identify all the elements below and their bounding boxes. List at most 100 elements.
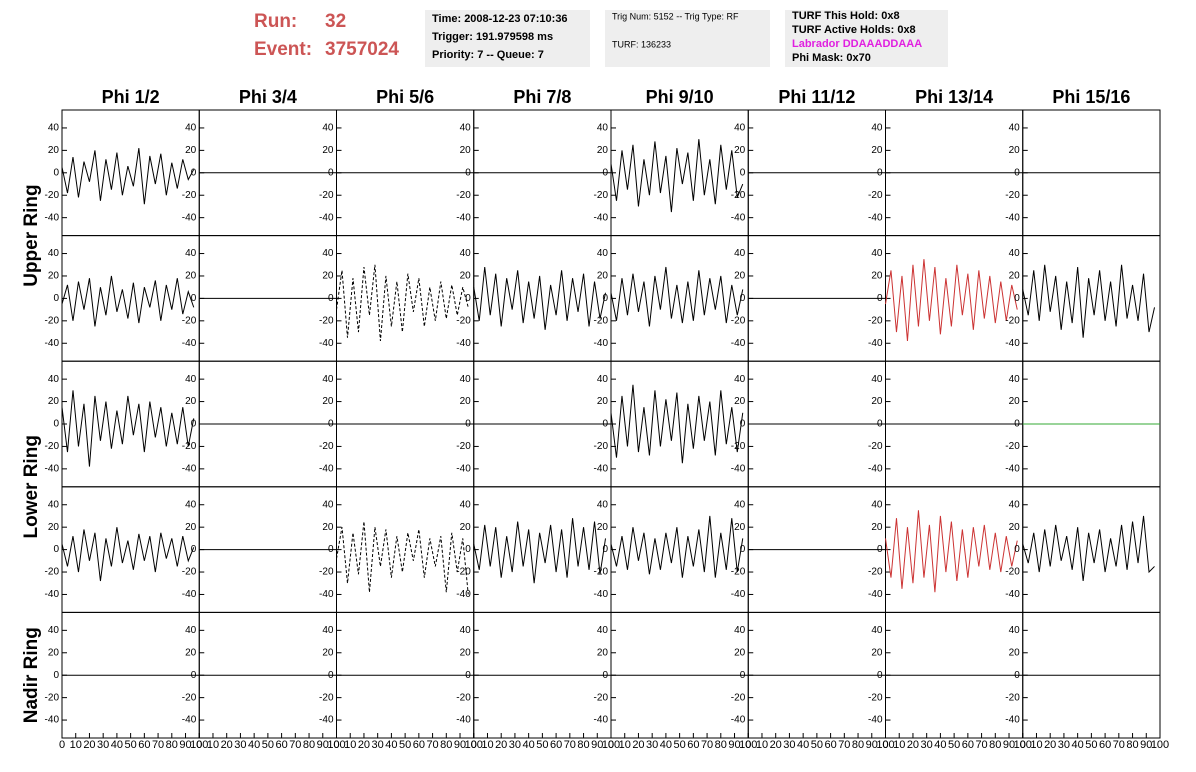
x-tick-label: 0 xyxy=(59,739,65,751)
y-tick-label: 20 xyxy=(48,396,60,407)
x-tick-label: 80 xyxy=(303,739,315,751)
y-tick-label: -20 xyxy=(868,567,883,578)
y-tick-label: 20 xyxy=(597,522,609,533)
ring-label: Nadir Ring xyxy=(21,627,42,723)
y-tick-label: 0 xyxy=(53,167,59,178)
y-tick-label: -40 xyxy=(45,589,60,600)
x-tick-label: 0 xyxy=(196,739,202,751)
y-tick-label: -20 xyxy=(456,315,471,326)
y-tick-label: -20 xyxy=(731,692,746,703)
y-tick-label: 20 xyxy=(1009,145,1021,156)
x-tick-label: 70 xyxy=(1113,739,1125,751)
y-tick-label: 40 xyxy=(734,499,746,510)
x-tick-label: 80 xyxy=(440,739,452,751)
x-tick-label: 50 xyxy=(125,739,137,751)
x-tick-label: 30 xyxy=(372,739,384,751)
x-tick-label: 30 xyxy=(646,739,658,751)
panel-frame xyxy=(610,235,749,362)
waveform xyxy=(610,384,744,464)
y-tick-label: -40 xyxy=(731,212,746,223)
y-tick-label: -40 xyxy=(1005,715,1020,726)
y-tick-label: -40 xyxy=(868,212,883,223)
y-tick-label: 20 xyxy=(734,396,746,407)
x-tick-label: 40 xyxy=(111,739,123,751)
x-tick-label: 50 xyxy=(674,739,686,751)
x-tick-label: 30 xyxy=(783,739,795,751)
x-tick-label: 90 xyxy=(1140,739,1152,751)
y-tick-label: 0 xyxy=(602,419,608,430)
y-tick-label: 20 xyxy=(1009,647,1021,658)
waveform xyxy=(61,148,195,205)
x-tick-label: 100 xyxy=(739,739,757,751)
column-title: Phi 13/14 xyxy=(915,87,993,107)
y-tick-label: -20 xyxy=(868,441,883,452)
column-title: Phi 9/10 xyxy=(646,87,714,107)
x-tick-label: 80 xyxy=(989,739,1001,751)
y-tick-label: 20 xyxy=(460,271,472,282)
y-tick-label: -20 xyxy=(45,692,60,703)
x-tick-label: 10 xyxy=(893,739,905,751)
y-tick-label: 0 xyxy=(191,419,197,430)
column-title: Phi 5/6 xyxy=(376,87,434,107)
y-tick-label: -40 xyxy=(456,338,471,349)
x-tick-label: 60 xyxy=(1099,739,1111,751)
x-tick-label: 30 xyxy=(97,739,109,751)
y-tick-label: 0 xyxy=(465,293,471,304)
y-tick-label: 0 xyxy=(1014,419,1020,430)
y-tick-label: 0 xyxy=(328,167,334,178)
y-tick-label: 20 xyxy=(871,145,883,156)
y-tick-label: 40 xyxy=(871,123,883,134)
y-tick-label: -20 xyxy=(45,190,60,201)
x-tick-label: 0 xyxy=(333,739,339,751)
info-box xyxy=(425,10,590,67)
y-tick-label: 0 xyxy=(740,419,746,430)
y-tick-label: -40 xyxy=(319,338,334,349)
ring-label: Upper Ring xyxy=(21,184,42,286)
x-tick-label: 50 xyxy=(948,739,960,751)
x-tick-label: 70 xyxy=(289,739,301,751)
x-tick-label: 20 xyxy=(1044,739,1056,751)
x-tick-label: 40 xyxy=(248,739,260,751)
x-tick-label: 70 xyxy=(564,739,576,751)
y-tick-label: -20 xyxy=(456,567,471,578)
y-tick-label: 40 xyxy=(185,625,197,636)
x-tick-label: 20 xyxy=(358,739,370,751)
y-tick-label: 20 xyxy=(871,271,883,282)
y-tick-label: 40 xyxy=(48,123,60,134)
y-tick-label: 0 xyxy=(53,293,59,304)
y-tick-label: -40 xyxy=(594,212,609,223)
x-tick-label: 20 xyxy=(907,739,919,751)
x-tick-label: 0 xyxy=(882,739,888,751)
y-tick-label: 40 xyxy=(1009,499,1021,510)
y-tick-label: 20 xyxy=(322,145,334,156)
waveform xyxy=(610,515,744,578)
x-tick-label: 40 xyxy=(523,739,535,751)
turf: TURF: 136233 xyxy=(612,39,671,49)
x-tick-label: 30 xyxy=(509,739,521,751)
y-tick-label: 0 xyxy=(53,544,59,555)
y-tick-label: -40 xyxy=(182,212,197,223)
y-tick-label: 40 xyxy=(322,374,334,385)
y-tick-label: 0 xyxy=(1014,670,1020,681)
y-tick-label: 40 xyxy=(460,625,472,636)
y-tick-label: -20 xyxy=(1005,315,1020,326)
x-tick-label: 100 xyxy=(876,739,894,751)
x-tick-label: 50 xyxy=(399,739,411,751)
x-tick-label: 70 xyxy=(152,739,164,751)
y-tick-label: 20 xyxy=(185,647,197,658)
x-tick-label: 40 xyxy=(934,739,946,751)
x-tick-label: 100 xyxy=(327,739,345,751)
y-tick-label: 40 xyxy=(871,625,883,636)
labrador: Labrador DDAAADDAAA xyxy=(792,38,922,50)
y-tick-label: 20 xyxy=(48,145,60,156)
run-value: 32 xyxy=(325,11,346,32)
x-tick-label: 60 xyxy=(687,739,699,751)
x-tick-label: 30 xyxy=(234,739,246,751)
waveform xyxy=(610,266,744,327)
y-tick-label: 0 xyxy=(877,293,883,304)
y-tick-label: -20 xyxy=(868,692,883,703)
y-tick-label: 40 xyxy=(48,374,60,385)
y-tick-label: -40 xyxy=(1005,212,1020,223)
y-tick-label: -20 xyxy=(594,315,609,326)
y-tick-label: -20 xyxy=(594,567,609,578)
